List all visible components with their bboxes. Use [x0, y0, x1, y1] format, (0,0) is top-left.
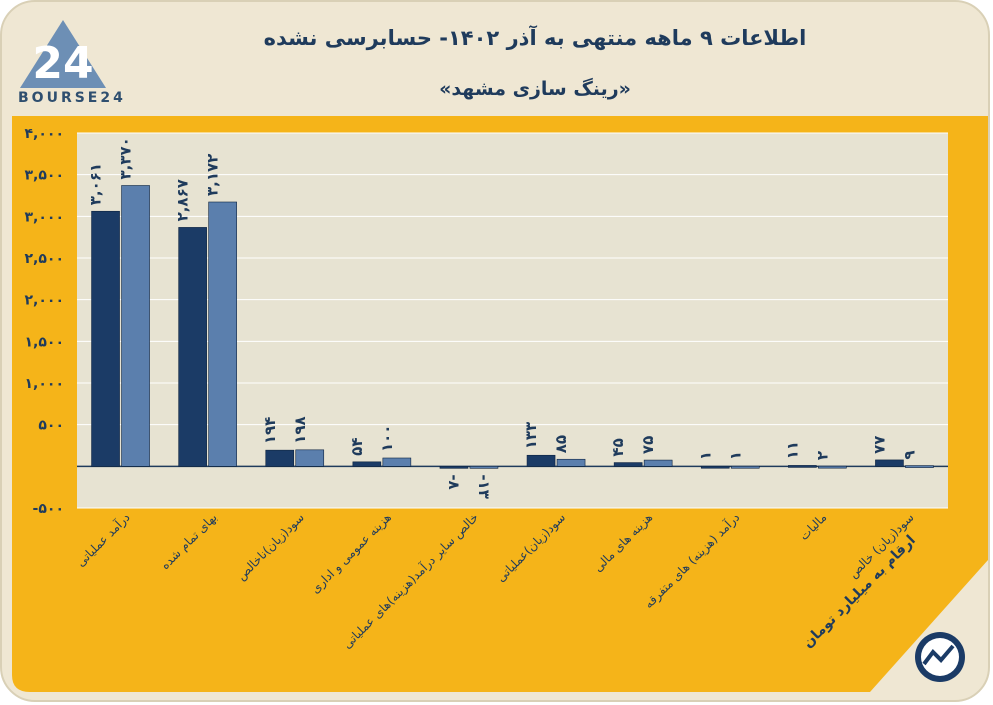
bar-series-2 [905, 465, 934, 468]
y-tick-label: ۲,۰۰۰ [25, 293, 65, 309]
data-label: ۲,۸۶۷ [174, 179, 192, 221]
y-tick-label: ۱,۰۰۰ [25, 376, 65, 392]
bar-series-1 [265, 449, 295, 467]
data-label: -۸ [445, 474, 463, 489]
data-label: -۱۳ [475, 474, 493, 499]
y-tick-label: ۲,۵۰۰ [25, 251, 65, 267]
bar-series-1 [91, 210, 120, 467]
data-label: ۱۰۰ [378, 425, 396, 452]
bar-series-1 [439, 466, 469, 469]
logo-text: BOURSE24 [18, 90, 126, 106]
y-tick-label: ۳,۵۰۰ [25, 168, 65, 184]
data-label: ۹ [900, 450, 918, 459]
data-label: ۴۵ [609, 438, 627, 456]
data-label: ۲ [813, 451, 831, 460]
bar-series-1 [526, 454, 556, 467]
data-label: ۱۱ [783, 441, 801, 459]
bar-series-2 [469, 466, 499, 469]
y-axis: -۵۰۰ ۵۰۰ ۱,۰۰۰ ۱,۵۰۰ ۲,۰۰۰ ۲,۵۰۰ ۳,۰۰۰ ۳,۵۰۰ ۴,۰… [25, 126, 65, 517]
data-label: ۱ [726, 451, 744, 460]
bar-series-1 [613, 462, 643, 467]
footer-badge [915, 632, 965, 682]
bar-series-2 [208, 201, 237, 467]
data-label: ۱۳۳ [522, 422, 540, 449]
y-tick-label: ۱,۵۰۰ [25, 334, 65, 350]
data-label: ۱۹۸ [291, 416, 309, 443]
y-tick-label: ۵۰۰ [38, 418, 64, 434]
chart-title: اطلاعات ۹ ماهه منتهی به آذر ۱۴۰۲- حسابرس… [263, 26, 807, 50]
data-label: ۳,۳۷۰ [117, 137, 135, 179]
y-tick-label: ۴,۰۰۰ [25, 126, 65, 142]
bar-series-2 [643, 459, 673, 467]
bar-series-1 [352, 461, 382, 467]
data-label: ۱ [696, 451, 714, 460]
data-label: ۷۵ [639, 436, 657, 454]
bar-series-1 [178, 227, 207, 467]
bar-series-1 [788, 465, 817, 468]
bar-series-2 [556, 458, 586, 467]
data-label: ۳,۰۶۱ [87, 163, 105, 205]
bar-series-2 [295, 449, 325, 467]
bourse24-logo: 24 [20, 20, 106, 89]
data-label: ۱۹۴ [261, 417, 279, 444]
y-tick-label: ۳,۰۰۰ [25, 209, 65, 225]
bar-series-2 [818, 465, 847, 469]
bar-series-2 [382, 457, 412, 467]
data-label: ۳,۱۷۲ [204, 154, 222, 196]
bar-series-1 [700, 465, 730, 469]
data-labels: ۳,۰۶۱ ۳,۳۷۰ ۲,۸۶۷ ۳,۱۷۲ ۱۹۴ ۱۹۸ ۵۴ ۱۰۰ -۸ -۱۳ ۱۳۳ ۸… [87, 137, 919, 499]
svg-text:24: 24 [32, 38, 93, 89]
y-tick-label: -۵۰۰ [33, 501, 64, 517]
data-label: ۵۴ [348, 438, 366, 456]
bar-series-1 [875, 459, 904, 467]
chart-subtitle: «رینگ سازی مشهد» [439, 78, 631, 100]
data-label: ۸۵ [552, 435, 570, 453]
data-label: ۷۷ [870, 436, 888, 454]
bar-series-2 [121, 185, 150, 467]
bar-series [91, 185, 934, 469]
bar-series-2 [730, 465, 760, 469]
